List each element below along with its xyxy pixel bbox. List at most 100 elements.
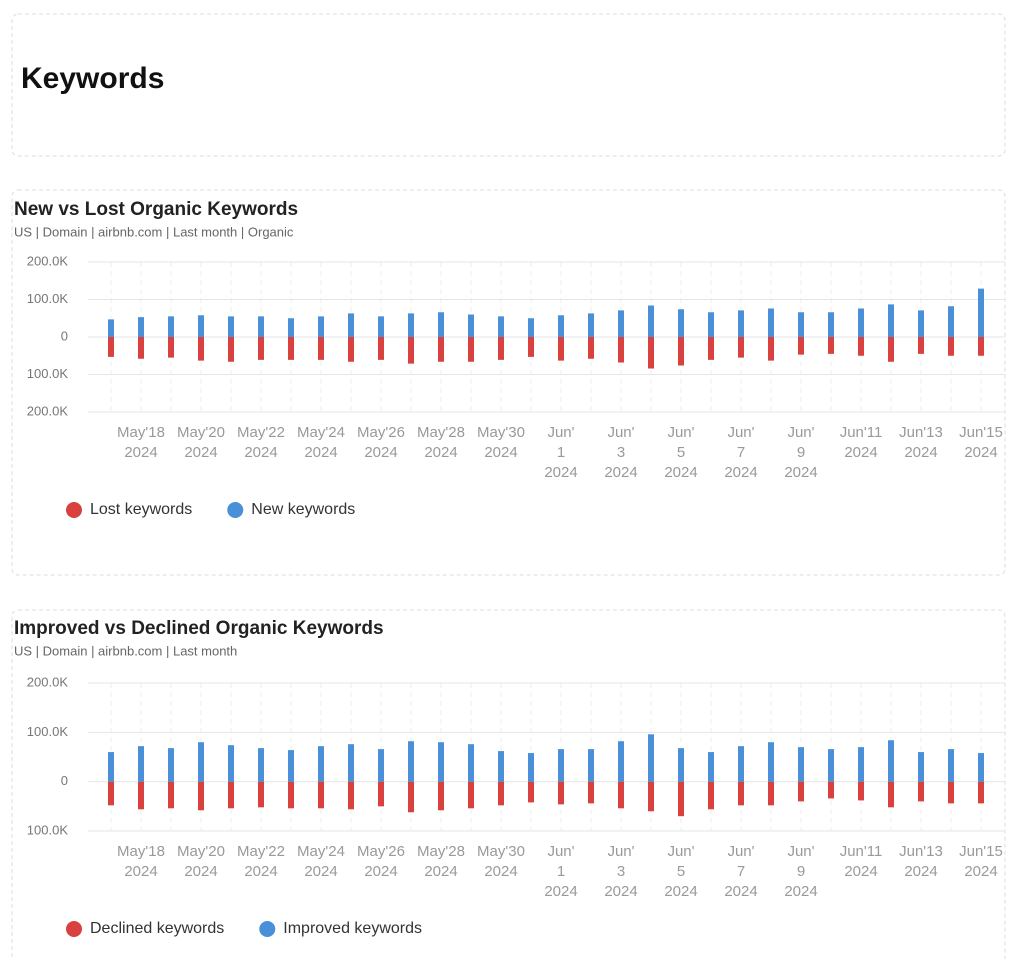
x-tick-label: May'22 2024 [237,424,285,461]
bar [618,781,624,809]
bar [528,337,534,357]
bar [678,337,684,366]
bar [978,753,984,782]
bar [948,749,954,782]
y-tick-label: 200.0K [27,253,69,268]
bar [348,337,354,362]
y-tick-label: 100.0K [27,724,69,739]
bar [618,337,624,363]
bar [228,745,234,782]
bar [258,781,264,808]
bar [408,781,414,813]
legend-marker [66,502,82,518]
legend-marker [66,921,82,937]
bar [798,781,804,802]
x-tick-label: May'20 2024 [177,424,225,461]
bar [108,337,114,357]
bar [738,781,744,806]
bar [108,319,114,337]
bar [528,753,534,782]
bar [648,305,654,337]
bar [798,747,804,782]
bar [468,314,474,337]
x-tick-label: May'30 2024 [477,843,525,880]
x-tick-label: May'30 2024 [477,424,525,461]
bar [168,781,174,809]
bar [618,310,624,337]
x-tick-label: Jun'13 2024 [899,424,943,461]
bar [408,741,414,782]
bar [348,781,354,810]
x-tick-label: Jun' 3 2024 [604,843,637,900]
bar [978,337,984,356]
x-tick-label: May'20 2024 [177,843,225,880]
bar [558,749,564,782]
bar [288,318,294,337]
bar [618,741,624,782]
bar [768,308,774,337]
bar [318,337,324,360]
bar [858,747,864,782]
y-tick-label: 100.0K [27,822,69,837]
bar [978,781,984,804]
header-card [11,13,1006,157]
bar [378,337,384,360]
x-tick-label: May'26 2024 [357,424,405,461]
legend-label: New keywords [251,501,355,518]
legend-label: Improved keywords [283,920,422,937]
bar [738,310,744,337]
bar [648,734,654,782]
x-tick-label: May'22 2024 [237,843,285,880]
x-tick-label: Jun' 7 2024 [724,843,757,900]
bar [348,744,354,782]
page-title: Keywords [21,62,164,95]
bar [738,746,744,782]
bar [498,781,504,806]
bar [858,337,864,356]
x-tick-label: Jun' 7 2024 [724,424,757,481]
bar [888,740,894,782]
bar [198,742,204,782]
chart-card [11,189,1006,576]
bar [828,781,834,799]
bar [498,337,504,360]
x-tick-label: Jun'13 2024 [899,843,943,880]
bar [438,312,444,337]
bar [708,752,714,782]
bar [198,337,204,361]
bar [708,337,714,360]
y-tick-label: 100.0K [27,366,69,381]
bar [588,781,594,804]
bar [408,313,414,337]
bar [228,781,234,809]
bar [378,749,384,782]
bar [918,337,924,354]
chart-card [11,609,1006,959]
bar [588,749,594,782]
x-tick-label: Jun' 5 2024 [664,843,697,900]
bar [888,781,894,808]
x-tick-label: May'18 2024 [117,424,165,461]
bar [828,337,834,354]
bar [138,317,144,337]
x-tick-label: Jun' 1 2024 [544,424,577,481]
bar [168,316,174,337]
chart-subtitle: US | Domain | airbnb.com | Last month [14,643,237,658]
bar [888,304,894,337]
bar [768,781,774,806]
bar [258,748,264,782]
bar [768,742,774,782]
x-tick-label: Jun' 5 2024 [664,424,697,481]
bar [678,748,684,782]
bar [708,312,714,337]
bar [288,750,294,782]
x-tick-label: Jun' 9 2024 [784,424,817,481]
y-tick-label: 200.0K [27,674,69,689]
bar [708,781,714,810]
legend-marker [227,502,244,518]
bar [408,337,414,364]
bar [258,337,264,360]
bar [678,781,684,817]
bar [168,337,174,358]
